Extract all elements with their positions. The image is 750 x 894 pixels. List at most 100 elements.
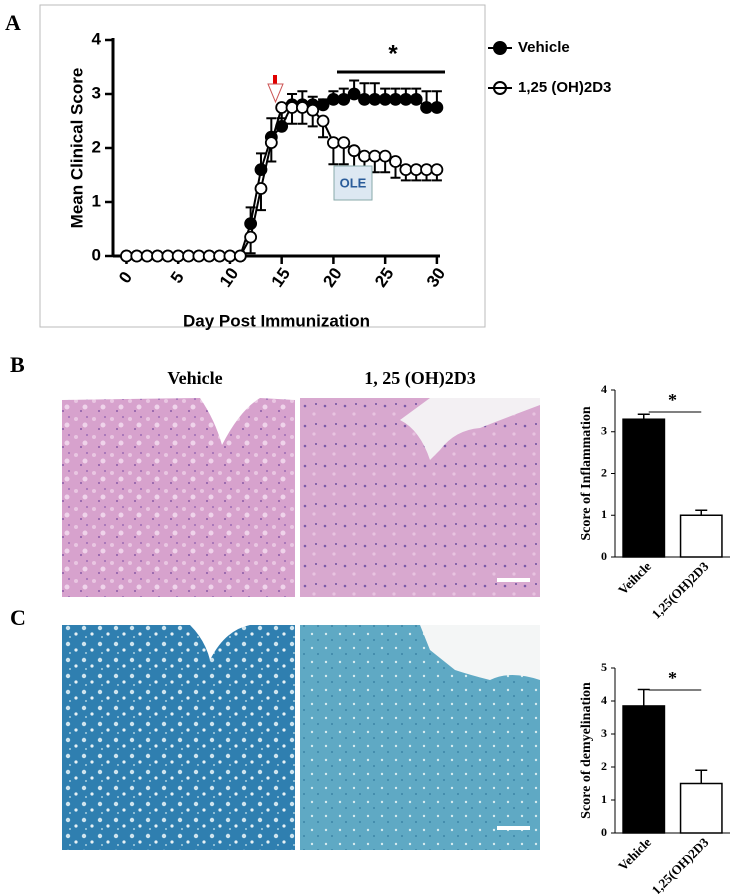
error-bar <box>695 509 708 516</box>
data-point <box>130 249 144 263</box>
y-tick-label: 3 <box>601 726 607 740</box>
x-tick-label: 20 <box>319 264 345 290</box>
label-text: OLE <box>340 175 367 190</box>
image-title: Vehicle <box>167 368 222 388</box>
x-tick-label: 15 <box>268 264 294 290</box>
data-point <box>264 136 278 150</box>
data-point <box>378 149 392 163</box>
y-tick-label: 1 <box>92 191 101 210</box>
data-point <box>295 101 309 114</box>
histology-background <box>400 398 540 460</box>
y-tick-label: 1 <box>601 792 607 806</box>
x-axis-label: Day Post Immunization <box>183 311 370 330</box>
data-point <box>202 249 216 263</box>
y-tick-label: 0 <box>601 825 607 839</box>
bar <box>679 514 723 558</box>
error-bar <box>637 413 650 420</box>
panel-label: C <box>10 605 26 630</box>
x-tick-label: 30 <box>423 264 449 290</box>
legend-label: 1,25 (OH)2D3 <box>518 79 611 96</box>
data-point <box>337 93 351 106</box>
data-point <box>275 101 289 114</box>
data-point <box>399 93 413 106</box>
significance-star: * <box>668 390 677 410</box>
data-point <box>151 249 164 263</box>
data-point <box>409 93 423 106</box>
data-point <box>399 163 413 177</box>
histology-image <box>62 625 295 850</box>
data-point <box>316 114 330 128</box>
bar <box>679 782 723 834</box>
data-point <box>275 120 289 133</box>
data-point <box>233 249 247 263</box>
data-point <box>430 101 444 114</box>
data-point <box>254 163 268 177</box>
x-tick-label: 0 <box>115 268 136 287</box>
data-point <box>285 101 299 114</box>
data-point <box>316 98 330 112</box>
panel-label: A <box>5 10 21 35</box>
data-point <box>213 249 226 263</box>
y-tick-label: 4 <box>601 382 607 396</box>
data-point <box>389 155 402 168</box>
arrow-head <box>267 83 284 104</box>
y-tick-label: 5 <box>601 660 607 674</box>
data-point <box>409 163 423 177</box>
panel-frame <box>39 4 486 328</box>
data-point <box>244 230 258 244</box>
data-point <box>161 249 175 263</box>
data-point <box>140 249 154 263</box>
data-point <box>358 149 371 163</box>
data-point <box>347 144 361 158</box>
y-tick-label: 2 <box>92 137 101 156</box>
error-bar <box>637 688 650 706</box>
label-box <box>333 165 373 201</box>
x-tick-label: Vehicle <box>615 834 654 873</box>
x-tick-label: 1,25(OH)2D3 <box>649 558 712 621</box>
significance-star: * <box>388 40 398 67</box>
bar <box>622 705 666 834</box>
data-point <box>347 87 361 101</box>
data-point <box>420 163 433 177</box>
data-point <box>171 249 185 263</box>
bar <box>622 418 666 558</box>
y-axis-label: Score of demyelination <box>579 682 594 819</box>
data-point <box>327 136 340 150</box>
y-axis-label: Mean Clinical Score <box>67 68 86 229</box>
data-point <box>182 249 195 263</box>
y-tick-label: 1 <box>601 507 607 521</box>
data-point <box>368 93 382 106</box>
data-point <box>358 93 371 106</box>
data-point <box>430 163 444 177</box>
significance-star: * <box>668 668 677 688</box>
data-point <box>420 101 433 114</box>
y-tick-label: 4 <box>601 693 607 707</box>
y-axis-label: Score of Inflammation <box>579 406 594 540</box>
legend-label: Vehicle <box>518 39 570 56</box>
histology-image <box>62 398 295 597</box>
y-tick-label: 2 <box>601 759 607 773</box>
x-tick-label: 5 <box>167 268 188 287</box>
data-point <box>337 136 351 150</box>
y-tick-label: 2 <box>601 465 607 479</box>
x-tick-label: 10 <box>216 264 242 290</box>
error-bar <box>695 769 708 784</box>
data-point <box>120 249 133 263</box>
data-point <box>368 149 382 163</box>
panel-label: B <box>10 352 25 377</box>
y-tick-label: 0 <box>601 549 607 563</box>
image-title: 1, 25 (OH)2D3 <box>364 368 476 389</box>
data-point <box>223 249 237 263</box>
y-tick-label: 3 <box>92 83 101 102</box>
histology-background <box>420 625 540 680</box>
x-tick-label: 1,25(OH)2D3 <box>649 834 712 894</box>
data-point <box>254 182 268 195</box>
x-tick-label: 25 <box>371 264 397 290</box>
data-point <box>389 93 402 106</box>
x-tick-label: Veihcle <box>615 558 654 597</box>
data-point <box>192 249 206 263</box>
data-point <box>306 103 320 117</box>
y-tick-label: 3 <box>601 424 607 438</box>
y-tick-label: 4 <box>92 29 102 48</box>
